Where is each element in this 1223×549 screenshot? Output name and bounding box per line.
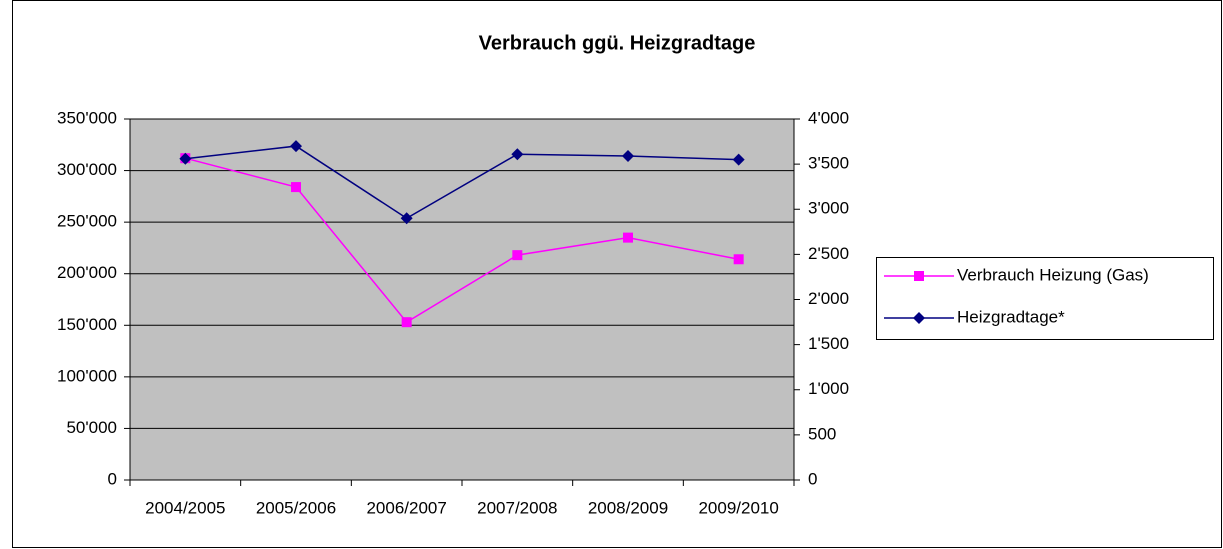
legend-box <box>876 257 1214 340</box>
plot-area <box>130 119 794 480</box>
point <box>401 317 412 328</box>
y2-tick-label: 2'000 <box>808 289 849 308</box>
point <box>400 212 413 225</box>
legend-marker <box>914 271 924 281</box>
y2-tick-label: 4'000 <box>808 108 849 127</box>
y2-tick-label: 3'000 <box>808 199 849 218</box>
y-tick-label: 250'000 <box>57 212 117 231</box>
point <box>511 148 524 161</box>
y2-tick-label: 1'500 <box>808 334 849 353</box>
point <box>179 152 192 165</box>
x-tick-label: 2006/2007 <box>366 498 446 517</box>
point <box>733 254 744 265</box>
y-tick-label: 300'000 <box>57 160 117 179</box>
legend-label: Verbrauch Heizung (Gas) <box>957 265 1149 284</box>
series-line <box>185 145 739 220</box>
x-tick-label: 2004/2005 <box>145 498 225 517</box>
point <box>623 232 633 243</box>
y-tick-label: 50'000 <box>66 418 117 437</box>
legend-label: Heizgradtage* <box>957 307 1065 326</box>
y2-tick-label: 500 <box>808 424 836 443</box>
legend-marker <box>913 312 925 324</box>
y-tick-label: 200'000 <box>57 263 117 282</box>
y2-tick-label: 2'500 <box>808 244 849 263</box>
y-tick-label: 100'000 <box>57 366 117 385</box>
y-tick-label: 350'000 <box>57 108 117 127</box>
point <box>512 250 523 261</box>
x-tick-label: 2008/2009 <box>588 498 668 517</box>
point <box>732 153 745 166</box>
point <box>622 150 634 163</box>
series-line <box>185 157 739 324</box>
y2-tick-label: 0 <box>808 469 817 488</box>
chart-title: Verbrauch ggü. Heizgradtage <box>479 32 756 54</box>
y2-tick-label: 1'000 <box>808 379 849 398</box>
y-tick-label: 0 <box>108 469 117 488</box>
y2-tick-label: 3'500 <box>808 154 849 173</box>
y-tick-label: 150'000 <box>57 315 117 334</box>
x-tick-label: 2005/2006 <box>256 498 336 517</box>
x-tick-label: 2009/2010 <box>698 498 778 517</box>
point <box>291 182 301 193</box>
point <box>290 140 302 153</box>
x-tick-label: 2007/2008 <box>477 498 557 517</box>
